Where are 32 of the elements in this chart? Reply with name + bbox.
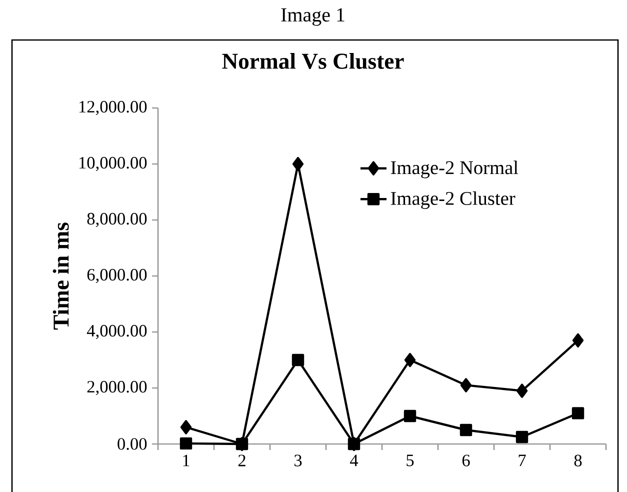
x-tick-label: 3 bbox=[294, 454, 302, 466]
x-tick-label: 8 bbox=[574, 454, 582, 466]
y-tick-label: 10,000.00 bbox=[79, 156, 147, 172]
x-tick-label: 4 bbox=[350, 454, 358, 466]
chart-subtitle: Normal Vs Cluster bbox=[222, 52, 404, 70]
point bbox=[292, 156, 304, 172]
x-tick-label: 1 bbox=[183, 454, 190, 466]
point bbox=[516, 430, 528, 444]
point bbox=[404, 352, 416, 368]
x-tick-label: 2 bbox=[238, 454, 246, 466]
y-axis-title: Time in ms bbox=[52, 222, 69, 330]
point bbox=[180, 437, 192, 450]
chart-title: Image 1 bbox=[281, 8, 344, 26]
point bbox=[460, 424, 472, 436]
y-tick-label: 8,000.00 bbox=[87, 212, 147, 228]
y-tick-label: 0.00 bbox=[118, 438, 147, 450]
point bbox=[460, 378, 472, 392]
y-tick-label: 4,000.00 bbox=[86, 324, 147, 340]
point bbox=[572, 407, 584, 420]
legend-label: Image-2 Cluster bbox=[390, 191, 516, 209]
x-tick-label: 6 bbox=[462, 454, 470, 466]
x-tick-label: 7 bbox=[518, 454, 526, 466]
point bbox=[516, 384, 528, 398]
legend-label: Image-2 Normal bbox=[390, 160, 518, 178]
y-tick-label: 2,000.00 bbox=[87, 380, 147, 396]
point bbox=[404, 410, 416, 422]
point bbox=[180, 420, 192, 434]
point bbox=[292, 354, 304, 366]
y-tick-label: 6,000.00 bbox=[87, 268, 147, 284]
x-tick-label: 5 bbox=[406, 454, 414, 466]
y-tick-label: 12,000.00 bbox=[79, 100, 147, 116]
point bbox=[572, 333, 584, 348]
